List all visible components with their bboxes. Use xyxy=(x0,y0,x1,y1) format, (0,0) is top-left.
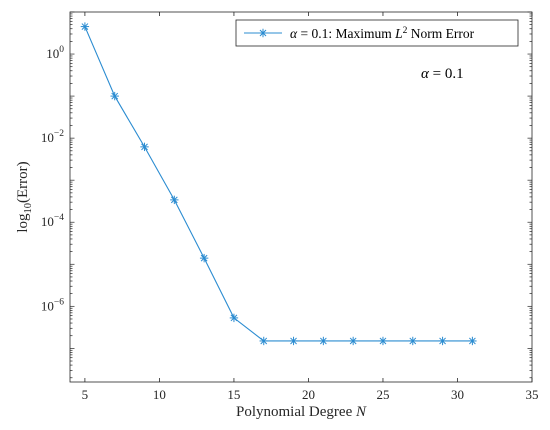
x-tick-label: 5 xyxy=(82,387,89,402)
data-point xyxy=(259,336,268,346)
x-axis-ticks: 5 10 15 20 25 30 35 xyxy=(82,12,539,402)
series-markers xyxy=(80,22,477,346)
x-tick-label: 20 xyxy=(302,387,315,402)
legend-marker-sample xyxy=(258,28,268,38)
y-tick-label: 100 xyxy=(46,45,64,61)
legend-box xyxy=(235,19,519,47)
y-tick-label: 10−6 xyxy=(41,297,64,313)
data-point xyxy=(289,336,298,346)
x-axis-label-text: Polynomial Degree xyxy=(236,404,356,420)
legend-alpha: α xyxy=(290,26,298,41)
y-axis-label-base: 10 xyxy=(23,203,34,214)
data-point xyxy=(468,336,477,346)
legend-marker xyxy=(258,28,268,38)
legend-tail: Norm Error xyxy=(407,26,474,41)
x-tick-label: 15 xyxy=(227,387,240,402)
data-point xyxy=(170,195,179,205)
x-tick-label: 30 xyxy=(451,387,464,402)
data-point xyxy=(319,336,328,346)
y-axis-label: log10(Error) xyxy=(15,161,34,232)
legend-L: L xyxy=(394,26,403,41)
y-tick-label: 10−4 xyxy=(41,213,64,229)
data-point xyxy=(229,313,239,323)
legend-text: = 0.1: Maximum xyxy=(297,26,395,41)
x-axis-label-variable: N xyxy=(355,404,367,420)
plot-area xyxy=(69,11,533,383)
x-tick-label: 25 xyxy=(376,387,389,402)
data-point xyxy=(438,336,447,346)
data-point xyxy=(348,336,358,346)
legend-label: α = 0.1: Maximum L2 Norm Error xyxy=(290,26,475,41)
series-line xyxy=(84,26,473,342)
data-point xyxy=(110,91,119,101)
data-point xyxy=(408,336,417,346)
annotation-alpha: α xyxy=(421,66,430,82)
y-tick-label: 10−2 xyxy=(41,129,64,145)
x-axis-label: Polynomial Degree N xyxy=(236,404,367,420)
y-axis-label-log: log xyxy=(15,213,31,233)
y-axis-ticks: 100 10−2 10−4 10−6 xyxy=(41,11,532,379)
annotation-value: = 0.1 xyxy=(429,66,464,82)
y-axis-label-rest: (Error) xyxy=(15,161,31,203)
x-tick-label: 35 xyxy=(526,387,539,402)
data-point xyxy=(140,142,149,152)
data-point xyxy=(378,336,388,346)
legend: α = 0.1: Maximum L2 Norm Error xyxy=(235,19,519,47)
legend-superscript: 2 xyxy=(403,26,408,36)
alpha-annotation: α = 0.1 xyxy=(421,66,464,82)
data-point xyxy=(199,253,209,263)
x-tick-label: 10 xyxy=(153,387,166,402)
data-point xyxy=(80,22,90,31)
